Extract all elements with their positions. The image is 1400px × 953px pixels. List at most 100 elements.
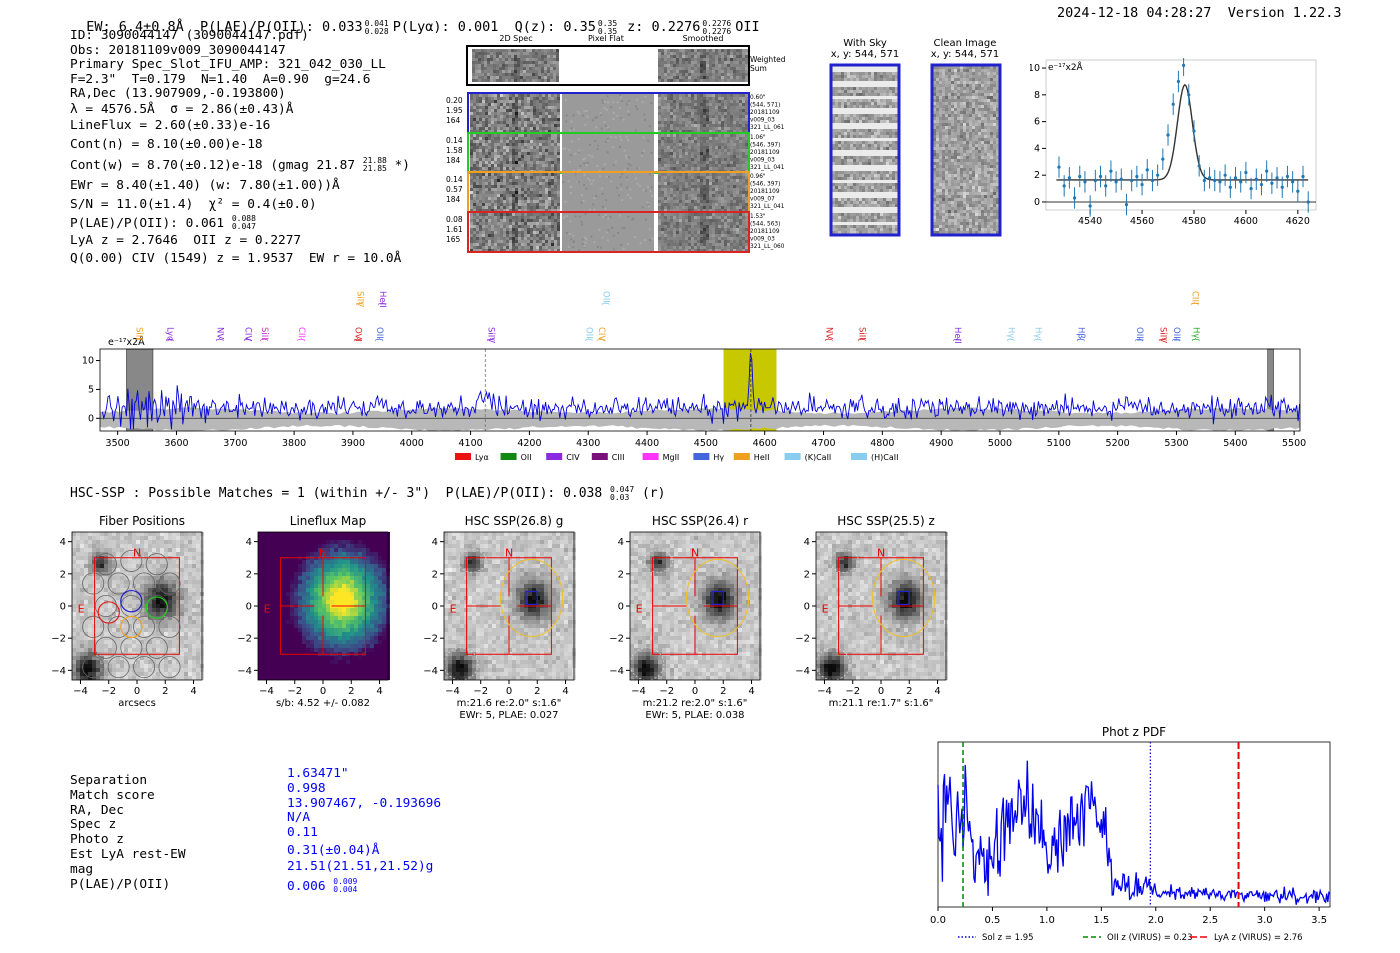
with-sky-image-pixel xyxy=(871,123,874,126)
noise-pixel xyxy=(488,225,491,228)
with-sky-image-pixel xyxy=(874,117,877,120)
noise-pixel xyxy=(553,61,556,64)
noise-pixel xyxy=(670,228,673,231)
with-sky-image-pixel xyxy=(856,75,859,78)
noise-pixel xyxy=(676,182,679,185)
noise-pixel xyxy=(557,176,560,179)
with-sky-image-pixel xyxy=(859,132,862,135)
noise-pixel xyxy=(539,240,542,243)
noise-pixel xyxy=(721,185,724,188)
noise-pixel xyxy=(727,200,730,203)
noise-pixel xyxy=(730,70,733,73)
noise-pixel xyxy=(679,152,682,155)
noise-pixel xyxy=(509,225,512,228)
noise-pixel xyxy=(703,137,706,140)
noise-pixel xyxy=(557,137,560,140)
noise-pixel xyxy=(733,155,736,158)
with-sky-image-pixel xyxy=(862,171,865,174)
with-sky-image-pixel xyxy=(865,165,868,168)
noise-pixel xyxy=(548,152,551,155)
noise-pixel xyxy=(658,97,661,100)
with-sky-image-pixel xyxy=(868,84,871,87)
noise-pixel xyxy=(721,249,724,252)
noise-pixel xyxy=(724,237,727,240)
noise-pixel xyxy=(706,127,709,130)
noise-image xyxy=(470,173,560,212)
noise-pixel xyxy=(694,219,697,222)
noise-pixel xyxy=(494,206,497,209)
noise-pixel xyxy=(697,182,700,185)
noise-pixel xyxy=(527,146,530,149)
noise-pixel xyxy=(557,249,560,252)
with-sky-image-pixel xyxy=(841,159,844,162)
noise-pixel xyxy=(727,97,730,100)
noise-pixel xyxy=(736,61,739,64)
noise-pixel xyxy=(470,209,473,212)
noise-pixel xyxy=(721,246,724,249)
with-sky-image-pixel xyxy=(886,93,889,96)
noise-pixel xyxy=(715,237,718,240)
noise-pixel xyxy=(664,130,667,133)
with-sky-image-pixel xyxy=(865,126,868,129)
noise-pixel xyxy=(488,182,491,185)
noise-pixel xyxy=(548,203,551,206)
noise-pixel xyxy=(509,206,512,209)
noise-pixel xyxy=(724,167,727,170)
noise-pixel xyxy=(530,112,533,115)
noise-pixel xyxy=(745,121,748,124)
with-sky-image-pixel xyxy=(856,177,859,180)
noise-pixel xyxy=(557,97,560,100)
flat-pixel xyxy=(596,165,599,168)
with-sky-image-pixel xyxy=(838,177,841,180)
noise-pixel xyxy=(682,146,685,149)
cutout-row-right: 20181109 xyxy=(750,189,780,195)
noise-pixel xyxy=(694,55,697,58)
with-sky-image-pixel xyxy=(835,135,838,138)
noise-pixel xyxy=(682,76,685,79)
noise-pixel xyxy=(688,149,691,152)
noise-pixel xyxy=(676,143,679,146)
noise-pixel xyxy=(518,194,521,197)
with-sky-image-pixel xyxy=(832,165,835,168)
noise-pixel xyxy=(667,149,670,152)
noise-pixel xyxy=(727,185,730,188)
noise-image xyxy=(472,49,559,82)
noise-pixel xyxy=(739,127,742,130)
noise-pixel xyxy=(491,213,494,216)
noise-pixel xyxy=(688,76,691,79)
noise-pixel xyxy=(509,182,512,185)
with-sky-image-pixel xyxy=(856,159,859,162)
noise-pixel xyxy=(485,216,488,219)
noise-pixel xyxy=(521,197,524,200)
noise-pixel xyxy=(551,143,554,146)
noise-pixel xyxy=(736,197,739,200)
noise-pixel xyxy=(476,130,479,133)
flat-pixel xyxy=(634,235,637,238)
noise-pixel xyxy=(718,240,721,243)
flat-pixel xyxy=(605,175,608,178)
with-sky-image-pixel xyxy=(853,171,856,174)
noise-pixel xyxy=(679,185,682,188)
noise-pixel xyxy=(533,97,536,100)
noise-pixel xyxy=(488,109,491,112)
noise-pixel xyxy=(721,76,724,79)
noise-pixel xyxy=(488,206,491,209)
noise-pixel xyxy=(679,55,682,58)
noise-pixel xyxy=(503,213,506,216)
noise-pixel xyxy=(554,185,557,188)
with-sky-image-pixel xyxy=(862,72,865,75)
noise-pixel xyxy=(706,176,709,179)
noise-pixel xyxy=(506,140,509,143)
noise-pixel xyxy=(736,249,739,252)
with-sky-image-pixel xyxy=(841,123,844,126)
noise-pixel xyxy=(482,97,485,100)
with-sky-image-pixel xyxy=(835,165,838,168)
noise-pixel xyxy=(524,137,527,140)
noise-pixel xyxy=(673,194,676,197)
noise-pixel xyxy=(661,118,664,121)
noise-pixel xyxy=(479,216,482,219)
noise-pixel xyxy=(509,146,512,149)
flat-pixel xyxy=(637,167,640,170)
with-sky-image-pixel xyxy=(853,81,856,84)
noise-pixel xyxy=(736,115,739,118)
